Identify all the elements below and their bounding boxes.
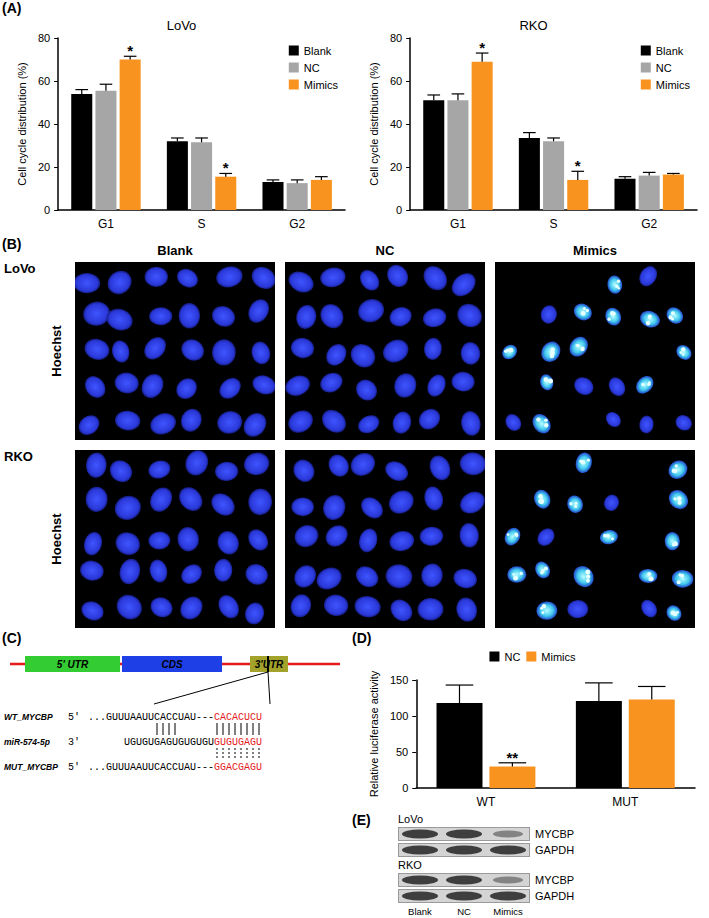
html-text:RKO: RKO — [4, 449, 33, 464]
html-text:(C): (C) — [2, 630, 22, 646]
svg-text:5' UTR: 5' UTR — [57, 659, 89, 670]
html-text:NC: NC — [375, 243, 395, 258]
svg-text:20: 20 — [390, 161, 402, 173]
html-text:GAPDH: GAPDH — [535, 890, 575, 902]
svg-text:20: 20 — [38, 161, 50, 173]
svg-text:GUGUGAGU: GUGUGAGU — [214, 737, 262, 748]
html-text:MYCBP: MYCBP — [535, 874, 575, 886]
svg-text:MUT_MYCBP: MUT_MYCBP — [4, 762, 58, 772]
svg-text:CACACUCU: CACACUCU — [214, 712, 262, 723]
svg-text:Cell cycle distribution (%): Cell cycle distribution (%) — [368, 62, 380, 185]
svg-text:WT: WT — [477, 795, 496, 809]
html-text:Mimics: Mimics — [493, 906, 523, 917]
html-text:MYCBP: MYCBP — [535, 828, 575, 840]
svg-text:G1: G1 — [450, 217, 466, 231]
svg-text:*: * — [479, 39, 485, 56]
svg-text:3': 3' — [68, 737, 80, 748]
html-text:(E): (E) — [352, 812, 371, 828]
html-text:LoVo: LoVo — [4, 261, 36, 276]
html-text:(B): (B) — [2, 236, 22, 252]
svg-text:*: * — [223, 159, 229, 176]
svg-text:RKO: RKO — [519, 18, 547, 33]
svg-text:NC: NC — [656, 62, 672, 74]
svg-text:miR-574-5p: miR-574-5p — [4, 737, 50, 747]
svg-text:100: 100 — [390, 710, 408, 722]
svg-text:Mimics: Mimics — [541, 651, 576, 663]
svg-text:*: * — [575, 157, 581, 174]
html-text:GAPDH: GAPDH — [535, 844, 575, 856]
svg-text:0: 0 — [402, 782, 408, 794]
svg-text:UGUGUGAGUGUGUGU: UGUGUGAGUGUGUGU — [124, 737, 214, 748]
svg-text:Mimics: Mimics — [656, 79, 691, 91]
svg-text:S: S — [198, 217, 206, 231]
svg-text:0: 0 — [396, 204, 402, 216]
svg-text:G1: G1 — [98, 217, 114, 231]
html-text:Blank: Blank — [408, 906, 432, 917]
html-text:Blank: Blank — [157, 243, 193, 258]
svg-text:...GUUUAAUUCACCUAU---: ...GUUUAAUUCACCUAU--- — [88, 762, 214, 773]
svg-text:Blank: Blank — [656, 45, 684, 57]
svg-text:**: ** — [507, 749, 519, 766]
svg-text:G2: G2 — [289, 217, 305, 231]
svg-text:Mimics: Mimics — [304, 79, 339, 91]
svg-text:Relative luciferase activity: Relative luciferase activity — [368, 670, 380, 797]
svg-text:60: 60 — [390, 75, 402, 87]
html-text:Mimics: Mimics — [573, 243, 617, 258]
svg-text:5': 5' — [68, 762, 80, 773]
svg-text:40: 40 — [390, 118, 402, 130]
svg-text:Hoechst: Hoechst — [49, 325, 64, 377]
svg-text:...GUUUAAUUCACCUAU---: ...GUUUAAUUCACCUAU--- — [88, 712, 214, 723]
svg-text:LoVo: LoVo — [167, 18, 197, 33]
svg-text:150: 150 — [390, 674, 408, 686]
svg-text:60: 60 — [38, 75, 50, 87]
svg-text:40: 40 — [38, 118, 50, 130]
svg-text:NC: NC — [304, 62, 320, 74]
html-text:NC: NC — [457, 906, 471, 917]
svg-text:Blank: Blank — [304, 45, 332, 57]
svg-text:80: 80 — [38, 32, 50, 44]
html-text:RKO: RKO — [398, 859, 422, 871]
svg-text:Cell cycle distribution (%): Cell cycle distribution (%) — [16, 62, 28, 185]
svg-text:WT_MYCBP: WT_MYCBP — [4, 712, 53, 722]
svg-text:0: 0 — [44, 204, 50, 216]
svg-text:NC: NC — [504, 651, 520, 663]
svg-text:Hoechst: Hoechst — [49, 513, 64, 565]
html-text:(A): (A) — [2, 0, 22, 16]
svg-text:5': 5' — [68, 712, 80, 723]
svg-text:GGACGAGU: GGACGAGU — [214, 762, 262, 773]
svg-text:G2: G2 — [641, 217, 657, 231]
html-text:LoVo: LoVo — [398, 813, 424, 825]
svg-text:80: 80 — [390, 32, 402, 44]
svg-text:50: 50 — [396, 746, 408, 758]
svg-text:*: * — [127, 42, 133, 59]
svg-text:S: S — [550, 217, 558, 231]
svg-text:CDS: CDS — [161, 659, 182, 670]
svg-text:MUT: MUT — [612, 795, 639, 809]
html-text:(D): (D) — [352, 630, 372, 646]
svg-text:3'UTR: 3'UTR — [255, 659, 284, 670]
